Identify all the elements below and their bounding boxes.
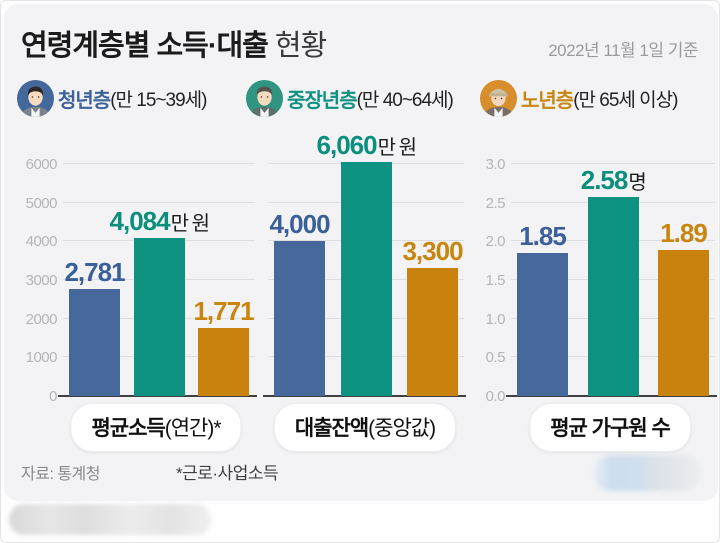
value-label-middle-aged: 4,084 만 원 — [109, 206, 210, 237]
footnote: *근로·사업소득 — [176, 464, 279, 483]
gridline — [63, 201, 255, 203]
legend-item-youth: 청년층 (만 15~39세) — [17, 78, 207, 118]
data-source: 자료: 통계청 — [21, 466, 101, 483]
title-bold-text: 연령계층별 소득·대출 — [21, 30, 269, 62]
elderly-man-avatar-icon — [480, 79, 517, 117]
bar-group: 2,781 4,084 만 원 1,771 — [63, 156, 255, 396]
y-axis-labels: 0 1000 2000 3000 4000 5000 6000 — [19, 156, 63, 405]
y-tick-label: 6000 — [25, 156, 58, 173]
y-tick-label: 0 — [49, 388, 57, 405]
bar-column-youth: 4,000 — [269, 211, 331, 396]
chart-label-bold: 평균 가구원 수 — [550, 417, 671, 440]
bar-column-elderly: 1,771 — [193, 298, 255, 396]
value-label-elderly: 1.89 — [660, 217, 708, 248]
plot-area: 2,781 4,084 만 원 1,771 — [58, 156, 257, 397]
title-light-text: 현황 — [274, 30, 327, 62]
bar-middle-aged — [587, 196, 639, 396]
x-axis-line — [58, 395, 257, 397]
y-tick-label: 2000 — [25, 310, 58, 328]
blurred-watermark-bottom-left — [9, 504, 211, 535]
y-tick-label: 4000 — [25, 233, 58, 251]
legend-label-middle-aged: 중장년층 — [287, 89, 358, 112]
middle-aged-man-avatar-icon — [246, 79, 283, 117]
y-tick-label: 5000 — [25, 194, 58, 212]
legend-label-elderly: 노년층 — [521, 89, 574, 112]
legend-item-middle-aged: 중장년층 (만 40~64세) — [246, 78, 454, 118]
bar-column-elderly: 1.89 — [658, 220, 709, 396]
bar-elderly — [407, 268, 458, 396]
bar-middle-aged — [340, 161, 392, 396]
value-label-youth: 4,000 — [269, 209, 330, 240]
chart-average-income: 0 1000 2000 3000 4000 5000 6000 2,781 4,084 만 원 1… — [19, 156, 257, 405]
bar-column-youth: 2,781 — [64, 259, 126, 396]
bar-column-middle-aged: 2.58 명 — [581, 167, 647, 396]
y-tick-label: 3000 — [25, 272, 58, 289]
y-tick-label: 1.0 — [485, 310, 506, 328]
chart-label-loan-balance: 대출잔액(중앙값) — [273, 403, 457, 452]
blurred-watermark-right — [593, 455, 701, 491]
legend-range-middle-aged: (만 40~64세) — [356, 89, 454, 111]
legend-range-youth: (만 15~39세) — [110, 89, 207, 111]
value-label-middle-aged: 6,060 만 원 — [316, 129, 417, 160]
infographic-card: 연령계층별 소득·대출 현황 2022년 11월 1일 기준 청년층 (만 15~3… — [4, 4, 718, 501]
bar-group: 1.85 2.58 명 1.89 — [511, 156, 715, 396]
value-label-elderly: 1,771 — [193, 295, 254, 326]
chart-label-average-income: 평균소득(연간)* — [70, 403, 242, 452]
chart-label-paren: (중앙값) — [368, 417, 436, 440]
gridline — [63, 163, 255, 164]
bar-youth — [69, 288, 120, 396]
legend-label-youth: 청년층 — [58, 89, 111, 112]
y-tick-label: 2.5 — [485, 194, 506, 212]
legend-range-elderly: (만 65세 이상) — [573, 89, 678, 111]
page-title: 연령계층별 소득·대출 현황 — [21, 22, 327, 64]
x-axis-line — [506, 395, 717, 397]
chart-loan-balance: 4,000 6,060 만 원 3,300 — [263, 132, 466, 397]
chart-label-paren: (연간)* — [164, 417, 222, 440]
chart-label-bold: 평균소득 — [91, 417, 165, 440]
bar-column-elderly: 3,300 — [402, 238, 464, 396]
young-man-avatar-icon — [17, 79, 54, 117]
y-tick-label: 0.5 — [485, 349, 506, 367]
bar-youth — [274, 241, 325, 396]
chart-household-members: 0.0 0.5 1.0 1.5 2.0 2.5 3.0 1.85 2.58 명 1.89 — [473, 156, 717, 405]
bar-elderly — [658, 249, 709, 396]
value-label-elderly: 3,300 — [402, 236, 463, 267]
bar-column-middle-aged: 6,060 만 원 — [317, 132, 417, 396]
value-label-youth: 1.85 — [519, 220, 567, 251]
legend-item-elderly: 노년층 (만 65세 이상) — [480, 78, 678, 118]
chart-label-household-members: 평균 가구원 수 — [529, 403, 691, 452]
reference-date: 2022년 11월 1일 기준 — [548, 41, 698, 60]
bar-middle-aged — [133, 238, 185, 396]
value-label-youth: 2,781 — [64, 256, 125, 287]
x-axis-line — [263, 395, 466, 397]
bar-youth — [517, 252, 568, 396]
y-tick-label: 0.0 — [485, 388, 506, 405]
bar-column-middle-aged: 4,084 만 원 — [110, 208, 210, 396]
bar-group: 4,000 6,060 만 원 3,300 — [268, 132, 464, 396]
y-tick-label: 1.5 — [485, 272, 506, 289]
chart-label-bold: 대출잔액 — [294, 417, 369, 440]
y-axis-labels: 0.0 0.5 1.0 1.5 2.0 2.5 3.0 — [473, 156, 511, 405]
y-tick-label: 2.0 — [485, 233, 506, 251]
y-tick-label: 3.0 — [485, 156, 506, 173]
plot-area: 1.85 2.58 명 1.89 — [506, 156, 717, 397]
value-label-middle-aged: 2.58 명 — [580, 164, 647, 195]
bar-column-youth: 1.85 — [517, 223, 568, 396]
y-tick-label: 1000 — [25, 349, 58, 367]
plot-area: 4,000 6,060 만 원 3,300 — [263, 132, 466, 397]
bar-elderly — [198, 327, 249, 396]
gridline — [511, 163, 715, 164]
